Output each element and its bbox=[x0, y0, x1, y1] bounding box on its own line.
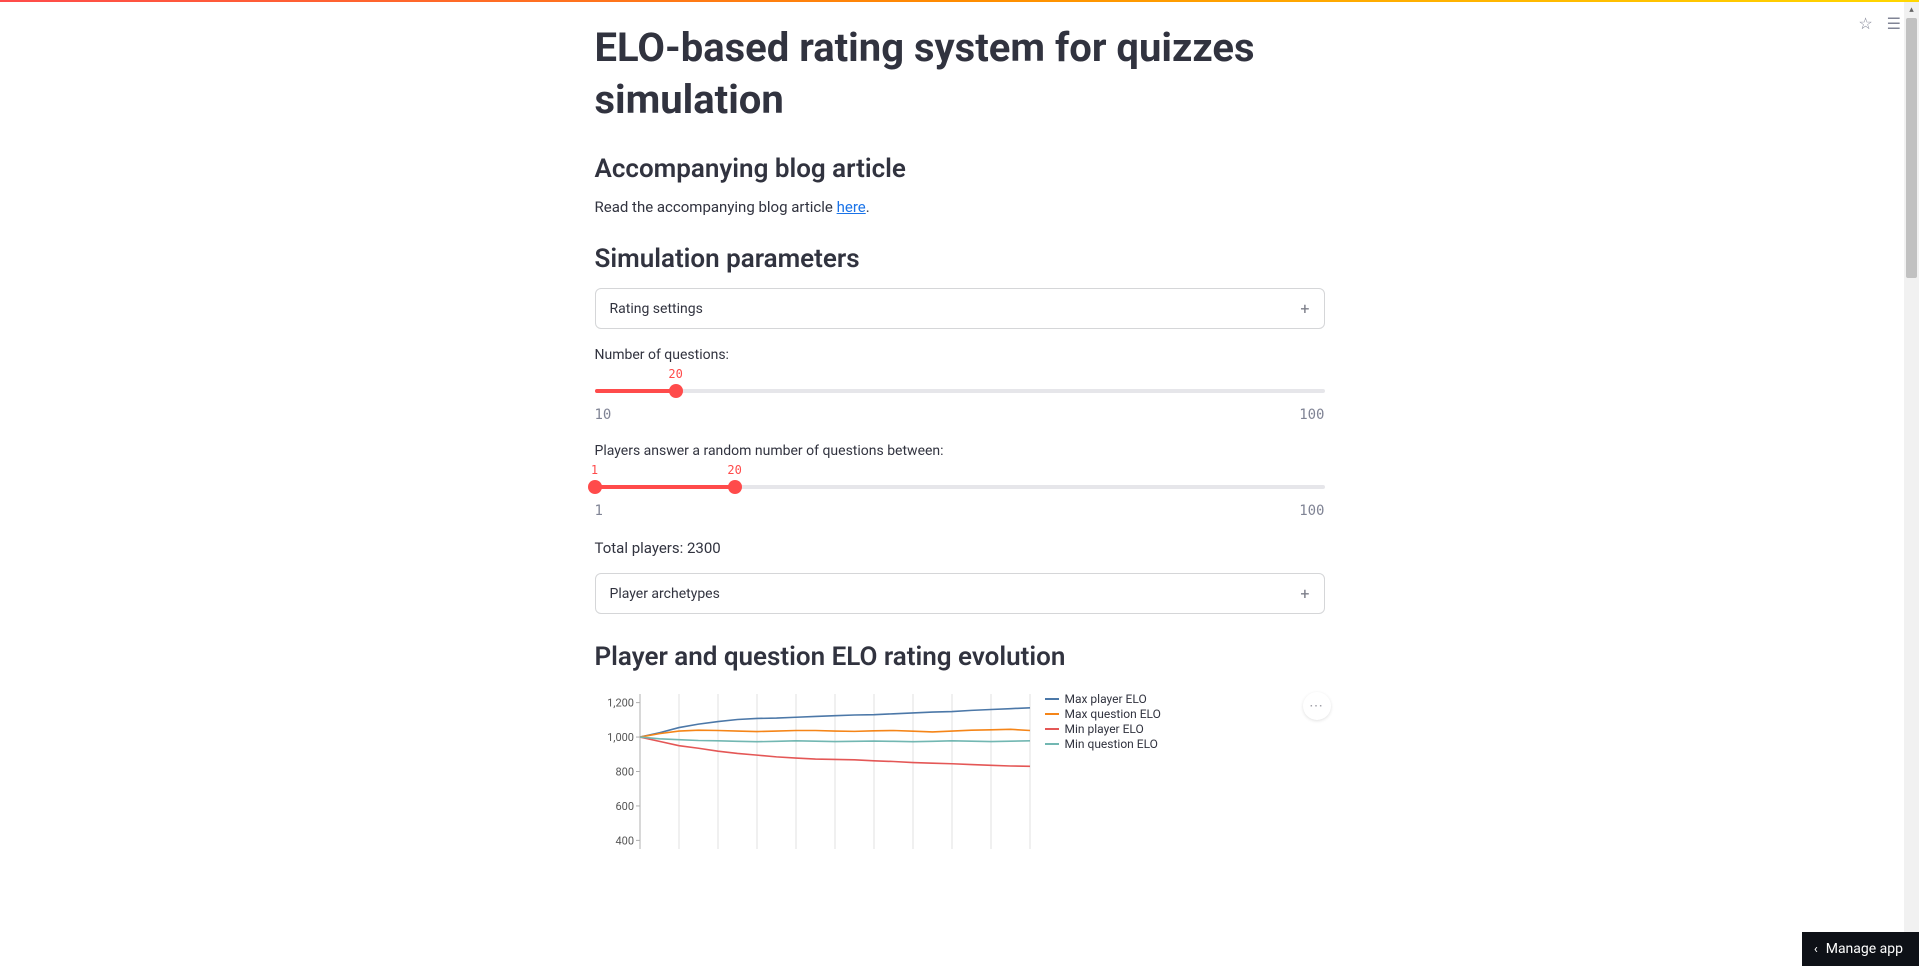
expander-archetypes-label: Player archetypes bbox=[610, 586, 720, 602]
chevron-left-icon: ‹ bbox=[1814, 942, 1818, 957]
slider-answers-value-low: 1 bbox=[591, 463, 598, 477]
legend-label: Max player ELO bbox=[1065, 692, 1147, 706]
slider-answers-value-high: 20 bbox=[727, 463, 741, 477]
star-icon[interactable]: ☆ bbox=[1858, 14, 1872, 33]
plus-icon: + bbox=[1300, 584, 1309, 603]
elo-chart-wrap: 400 600 800 1,000 1,200 Max player ELOMax qu… bbox=[595, 686, 1325, 856]
slider-answers-fill bbox=[595, 485, 735, 489]
expander-rating-settings[interactable]: Rating settings + bbox=[595, 288, 1325, 329]
manage-app-button[interactable]: ‹ Manage app bbox=[1802, 932, 1919, 966]
slider-questions-bounds: 10 100 bbox=[595, 407, 1325, 423]
main-container: ELO-based rating system for quizzes simu… bbox=[595, 2, 1325, 916]
svg-text:400: 400 bbox=[615, 834, 634, 847]
slider-questions-value: 20 bbox=[668, 367, 682, 381]
legend-label: Min player ELO bbox=[1065, 722, 1144, 736]
params-heading: Simulation parameters bbox=[595, 244, 1325, 274]
total-players-value: 2300 bbox=[687, 539, 721, 557]
legend-color-swatch bbox=[1045, 698, 1059, 700]
plus-icon: + bbox=[1300, 299, 1309, 318]
blog-paragraph: Read the accompanying blog article here. bbox=[595, 198, 1325, 216]
total-players-line: Total players: 2300 bbox=[595, 539, 1325, 557]
legend-item[interactable]: Min player ELO bbox=[1045, 722, 1161, 736]
total-players-label: Total players: bbox=[595, 539, 687, 557]
slider-answers-label: Players answer a random number of questi… bbox=[595, 443, 1325, 459]
slider-answers-thumb-high[interactable] bbox=[728, 480, 742, 494]
svg-text:600: 600 bbox=[615, 800, 634, 813]
expander-archetypes-header[interactable]: Player archetypes + bbox=[596, 574, 1324, 613]
legend-item[interactable]: Min question ELO bbox=[1045, 737, 1161, 751]
blog-text-suffix: . bbox=[866, 198, 870, 216]
slider-questions-max: 100 bbox=[1299, 407, 1324, 423]
scrollbar-up-icon[interactable]: ▴ bbox=[1904, 2, 1919, 17]
slider-answers-min: 1 bbox=[595, 503, 603, 519]
legend-color-swatch bbox=[1045, 728, 1059, 730]
elo-line-chart: 400 600 800 1,000 1,200 bbox=[595, 686, 1035, 856]
chart-legend: Max player ELOMax question ELOMin player… bbox=[1045, 686, 1161, 856]
expander-rating-header[interactable]: Rating settings + bbox=[596, 289, 1324, 328]
slider-questions: Number of questions: 20 10 100 bbox=[595, 347, 1325, 423]
page-title: ELO-based rating system for quizzes simu… bbox=[595, 22, 1325, 126]
legend-item[interactable]: Max player ELO bbox=[1045, 692, 1161, 706]
svg-text:1,000: 1,000 bbox=[607, 731, 634, 744]
blog-text-prefix: Read the accompanying blog article bbox=[595, 198, 837, 216]
legend-label: Min question ELO bbox=[1065, 737, 1158, 751]
expander-player-archetypes[interactable]: Player archetypes + bbox=[595, 573, 1325, 614]
slider-answers-track[interactable]: 1 20 bbox=[595, 467, 1325, 495]
legend-item[interactable]: Max question ELO bbox=[1045, 707, 1161, 721]
blog-link[interactable]: here bbox=[837, 198, 866, 216]
chart-menu-button[interactable]: ⋯ bbox=[1303, 692, 1331, 720]
svg-text:1,200: 1,200 bbox=[607, 697, 634, 710]
slider-answers-max: 100 bbox=[1299, 503, 1324, 519]
svg-text:800: 800 bbox=[615, 766, 634, 779]
expander-rating-label: Rating settings bbox=[610, 301, 703, 317]
slider-answers-thumb-low[interactable] bbox=[588, 480, 602, 494]
legend-color-swatch bbox=[1045, 713, 1059, 715]
manage-app-label: Manage app bbox=[1826, 941, 1903, 957]
slider-questions-track[interactable]: 20 bbox=[595, 371, 1325, 399]
legend-label: Max question ELO bbox=[1065, 707, 1161, 721]
main-scroll-area: ELO-based rating system for quizzes simu… bbox=[0, 2, 1919, 966]
slider-answers-bounds: 1 100 bbox=[595, 503, 1325, 519]
vertical-scrollbar[interactable]: ▴ bbox=[1904, 2, 1919, 966]
header-icon-group: ☆ ☰ bbox=[1858, 14, 1901, 33]
chart-heading: Player and question ELO rating evolution bbox=[595, 642, 1325, 672]
slider-questions-thumb[interactable] bbox=[669, 384, 683, 398]
slider-questions-min: 10 bbox=[595, 407, 612, 423]
slider-answers-range: Players answer a random number of questi… bbox=[595, 443, 1325, 519]
scrollbar-thumb[interactable] bbox=[1906, 18, 1917, 278]
hamburger-menu-icon[interactable]: ☰ bbox=[1887, 14, 1901, 33]
slider-questions-label: Number of questions: bbox=[595, 347, 1325, 363]
slider-questions-fill bbox=[595, 389, 676, 393]
legend-color-swatch bbox=[1045, 743, 1059, 745]
slider-questions-rail bbox=[595, 389, 1325, 393]
blog-heading: Accompanying blog article bbox=[595, 154, 1325, 184]
